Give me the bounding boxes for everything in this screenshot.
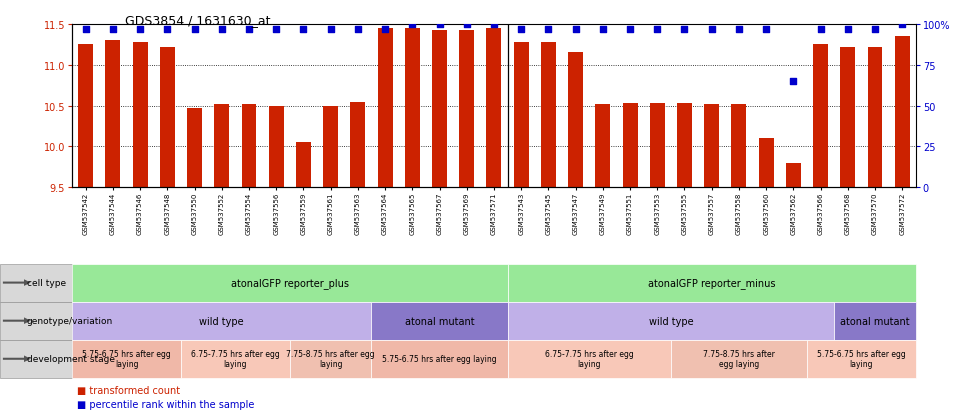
Point xyxy=(486,21,502,28)
Text: development stage: development stage xyxy=(27,354,115,363)
Bar xyxy=(323,107,338,188)
Bar xyxy=(459,31,474,188)
Bar xyxy=(214,105,230,188)
Point xyxy=(214,26,230,33)
Bar xyxy=(78,45,93,188)
Point xyxy=(378,26,393,33)
Point xyxy=(160,26,175,33)
Bar xyxy=(731,105,747,188)
Text: atonal mutant: atonal mutant xyxy=(840,316,910,326)
Text: 7.75-8.75 hrs after
egg laying: 7.75-8.75 hrs after egg laying xyxy=(703,349,775,368)
Bar xyxy=(704,105,719,188)
Bar xyxy=(241,105,257,188)
Bar xyxy=(840,47,855,188)
Point xyxy=(623,26,638,33)
Point xyxy=(105,26,120,33)
Text: 5.75-6.75 hrs after egg
laying: 5.75-6.75 hrs after egg laying xyxy=(817,349,906,368)
Point xyxy=(133,26,148,33)
Bar xyxy=(486,29,502,188)
Bar xyxy=(758,139,774,188)
Bar xyxy=(895,37,910,188)
Point xyxy=(895,21,910,28)
Point xyxy=(868,26,883,33)
Text: 5.75-6.75 hrs after egg laying: 5.75-6.75 hrs after egg laying xyxy=(382,354,497,363)
Text: atonalGFP reporter_plus: atonalGFP reporter_plus xyxy=(231,278,349,288)
Bar xyxy=(786,164,801,188)
Point xyxy=(704,26,720,33)
Bar xyxy=(187,109,202,188)
Point xyxy=(296,26,311,33)
Bar xyxy=(623,104,637,188)
Bar xyxy=(813,45,828,188)
Text: GDS3854 / 1631630_at: GDS3854 / 1631630_at xyxy=(125,14,270,27)
Point xyxy=(595,26,610,33)
Point xyxy=(431,21,447,28)
Point xyxy=(459,21,475,28)
Point xyxy=(405,21,420,28)
Text: 6.75-7.75 hrs after egg
laying: 6.75-7.75 hrs after egg laying xyxy=(191,349,280,368)
Bar xyxy=(650,104,665,188)
Point xyxy=(568,26,583,33)
Point xyxy=(758,26,774,33)
Point xyxy=(268,26,283,33)
Bar xyxy=(351,102,365,188)
Bar xyxy=(432,31,447,188)
Bar xyxy=(106,41,120,188)
Bar xyxy=(133,43,148,188)
Point xyxy=(241,26,257,33)
Point xyxy=(323,26,338,33)
Point xyxy=(513,26,529,33)
Bar xyxy=(160,47,175,188)
Text: ■ transformed count: ■ transformed count xyxy=(77,385,180,395)
Bar xyxy=(378,29,392,188)
Bar xyxy=(541,43,555,188)
Text: cell type: cell type xyxy=(27,278,66,287)
Text: genotype/variation: genotype/variation xyxy=(27,316,113,325)
Bar xyxy=(677,104,692,188)
Text: atonalGFP reporter_minus: atonalGFP reporter_minus xyxy=(648,278,776,288)
Text: wild type: wild type xyxy=(649,316,693,326)
Point xyxy=(541,26,556,33)
Bar xyxy=(596,105,610,188)
Text: wild type: wild type xyxy=(200,316,244,326)
Bar xyxy=(269,106,283,188)
Text: 5.75-6.75 hrs after egg
laying: 5.75-6.75 hrs after egg laying xyxy=(82,349,171,368)
Bar xyxy=(405,29,420,188)
Point xyxy=(650,26,665,33)
Point xyxy=(731,26,747,33)
Point xyxy=(840,26,855,33)
Text: ■ percentile rank within the sample: ■ percentile rank within the sample xyxy=(77,399,255,409)
Text: atonal mutant: atonal mutant xyxy=(405,316,475,326)
Bar xyxy=(296,143,311,188)
Point xyxy=(786,78,801,85)
Bar xyxy=(568,53,583,188)
Point xyxy=(677,26,692,33)
Point xyxy=(350,26,365,33)
Point xyxy=(186,26,202,33)
Text: 6.75-7.75 hrs after egg
laying: 6.75-7.75 hrs after egg laying xyxy=(545,349,633,368)
Bar xyxy=(514,43,529,188)
Point xyxy=(78,26,93,33)
Text: 7.75-8.75 hrs after egg
laying: 7.75-8.75 hrs after egg laying xyxy=(286,349,375,368)
Point xyxy=(813,26,828,33)
Bar xyxy=(868,47,882,188)
